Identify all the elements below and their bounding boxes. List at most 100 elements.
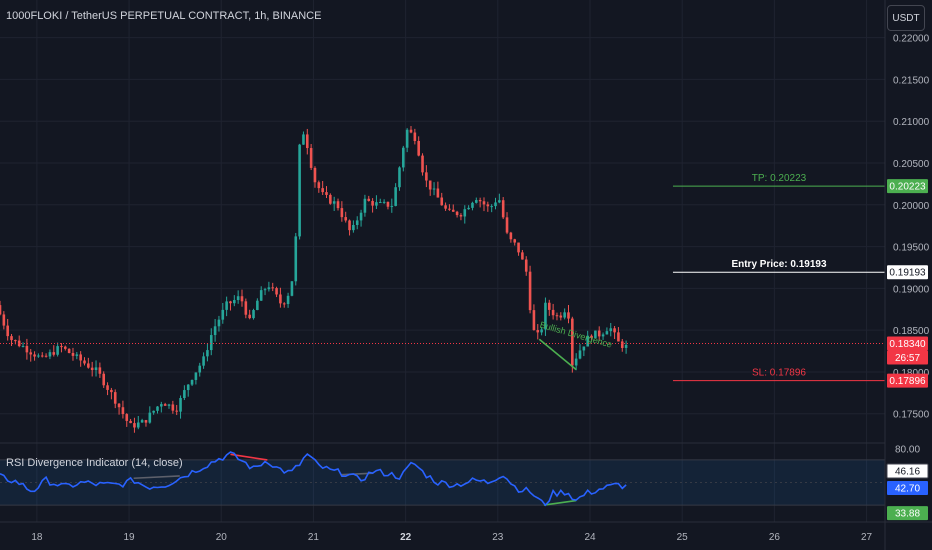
candle-body: [37, 355, 40, 357]
candle-body: [363, 198, 367, 213]
rsi-indicator-title: RSI Divergence Indicator (14, close): [6, 457, 183, 469]
candle-body: [482, 201, 486, 205]
hidden-divergence-line: [133, 475, 180, 480]
candle-body: [451, 209, 455, 212]
candle-body: [229, 301, 232, 304]
level-label-sl: SL: 0.17896: [752, 368, 806, 379]
candle-body: [444, 205, 447, 209]
countdown-tag: 26:57: [887, 350, 928, 365]
candle-body: [521, 252, 524, 260]
candle-body: [425, 172, 428, 181]
rsi-value-tag-upper-text: 46.16: [895, 467, 920, 478]
rsi-band: [0, 459, 885, 506]
candle-body: [613, 328, 616, 333]
candle-body: [332, 201, 336, 204]
price-tick-label: 0.18500: [893, 326, 930, 337]
candle-body: [129, 420, 132, 424]
candle-body: [609, 328, 613, 332]
current-price-tag: 0.18340: [887, 336, 928, 351]
tp-price-tag: 0.20223: [887, 179, 928, 194]
candle-body: [336, 201, 340, 209]
rsi-value-tag-lower-text: 33.88: [895, 509, 920, 520]
candle-body: [321, 188, 324, 193]
entry-price-tag: 0.19193: [887, 265, 928, 280]
rsi-band-lines: [0, 459, 885, 506]
candle-body: [21, 345, 25, 347]
candle-body: [555, 315, 559, 317]
candle-body: [597, 330, 601, 337]
candle-body: [440, 197, 444, 206]
current-price-tag-bg: [887, 336, 928, 351]
candle-body: [329, 194, 332, 204]
price-tick-label: 0.21500: [893, 75, 930, 86]
price-axis[interactable]: 0.17500 0.18000 0.18500 0.19000 0.19500 0.200…: [893, 34, 930, 421]
candle-body: [605, 331, 609, 335]
candle-body: [44, 355, 48, 357]
entry-price-tag-bg: [887, 265, 928, 280]
candle-body: [459, 215, 463, 217]
candle-body: [60, 346, 63, 348]
candle-body: [156, 406, 159, 411]
candle-body: [14, 340, 17, 342]
candle-body: [48, 352, 52, 357]
candle-body: [179, 398, 182, 412]
candle-body: [313, 167, 317, 183]
rsi-value-tag-upper-bg: [886, 463, 929, 479]
time-axis[interactable]: 18 19 20 21 22 23 24 25 26 27: [31, 532, 872, 543]
rsi-value-tag-upper: 46.16: [886, 463, 929, 479]
rsi-axis[interactable]: 80.00: [895, 445, 920, 456]
sl-price-tag-bg: [887, 373, 928, 388]
candle-body: [117, 403, 121, 408]
price-tick-label: 0.17500: [893, 410, 930, 421]
candle-body: [290, 281, 294, 296]
price-tick-label: 0.20000: [893, 201, 930, 212]
current-price-tag-text: 0.18340: [889, 339, 926, 350]
candle-body: [236, 296, 240, 301]
candles-layer: [0, 126, 628, 433]
candle-body: [590, 335, 593, 338]
candle-body: [620, 341, 624, 348]
candle-body: [202, 356, 205, 366]
candle-body: [421, 155, 424, 173]
candle-body: [617, 332, 620, 342]
price-tick-label: 0.20500: [893, 159, 930, 170]
candle-body: [206, 350, 209, 357]
candle-body: [417, 140, 420, 156]
candle-body: [578, 350, 582, 359]
time-tick-label: 27: [861, 532, 873, 543]
candle-body: [252, 310, 255, 319]
candle-body: [528, 271, 532, 311]
candle-body: [217, 319, 221, 327]
candle-body: [325, 192, 328, 195]
price-tick-label: 0.19000: [893, 284, 930, 295]
candle-body: [171, 404, 175, 411]
candle-body: [559, 315, 563, 318]
candle-body: [244, 301, 248, 315]
candle-body: [263, 289, 267, 291]
price-tags: 0.20223 0.19193 0.18340 26:57 0.17896 46.16 42…: [886, 179, 929, 521]
candle-body: [375, 202, 378, 206]
candle-body: [582, 346, 586, 351]
candle-body: [94, 367, 98, 371]
candle-body: [394, 187, 397, 206]
level-label-tp: TP: 0.20223: [752, 173, 807, 184]
time-tick-label: 20: [216, 532, 228, 543]
candle-body: [175, 410, 178, 412]
level-label-entry: Entry Price: 0.19193: [731, 259, 826, 270]
candle-body: [71, 352, 75, 356]
currency-button[interactable]: USDT: [887, 5, 925, 31]
candle-body: [225, 301, 228, 310]
candle-body: [478, 200, 482, 202]
candle-body: [467, 207, 470, 210]
candle-body: [259, 290, 263, 301]
time-tick-label: 21: [308, 532, 320, 543]
candle-body: [6, 325, 9, 337]
candle-body: [248, 314, 251, 319]
candle-body: [267, 287, 271, 290]
candle-body: [540, 329, 543, 333]
candle-body: [317, 182, 321, 189]
candle-body: [213, 326, 217, 336]
candle-body: [148, 412, 152, 423]
rsi-value-tag: 42.70: [887, 481, 928, 496]
